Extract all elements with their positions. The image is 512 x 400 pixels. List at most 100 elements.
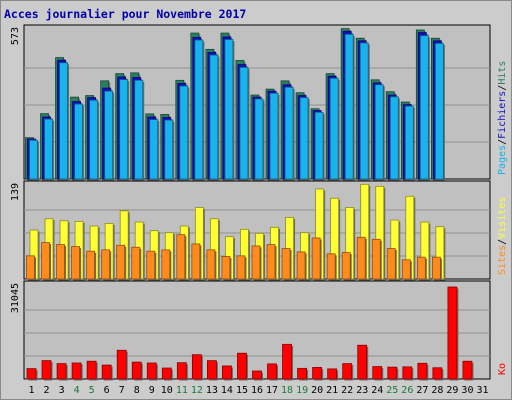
bar-ko-8 [131,361,143,381]
bar-body [359,42,369,180]
bar-body [119,79,129,180]
bar-body [26,255,35,280]
x-tick-label-6: 6 [104,385,110,396]
bar-body [356,236,366,280]
x-tick-label-13: 13 [206,385,218,396]
bar-body [164,119,174,180]
bar-sites-26 [401,259,412,281]
bar-body [74,103,83,180]
x-tick-label-14: 14 [221,385,233,396]
bar-body [191,243,201,280]
bar-body [149,119,159,180]
bar-pages-11 [179,85,190,181]
bar-body [252,370,262,380]
bar-pages-6 [104,90,115,181]
bar-ko-6 [101,364,113,381]
x-tick-label-31: 31 [476,385,488,396]
bar-body [161,367,172,380]
x-tick-label-5: 5 [89,385,95,396]
bar-ko-22 [342,363,354,381]
bar-body [56,363,67,380]
bar-body [251,245,261,280]
bar-pages-3 [59,62,70,181]
bar-sites-7 [116,244,127,281]
bar-body [389,96,399,180]
bar-body [146,250,156,280]
bar-pages-26 [404,105,415,181]
x-tick-label-26: 26 [401,385,413,396]
legend-separator: / [497,239,508,245]
bar-sites-22 [341,252,352,281]
y-max-label: 573 [10,27,21,45]
bar-sites-14 [221,256,232,281]
bar-sites-17 [266,244,277,281]
x-tick-label-20: 20 [311,385,323,396]
bar-body [402,366,413,380]
bar-pages-9 [149,119,160,181]
bar-body [341,252,351,280]
x-tick-label-18: 18 [281,385,293,396]
bar-ko-5 [86,360,98,381]
bar-sites-24 [371,238,382,281]
bar-body [206,249,216,280]
bar-body [41,360,52,380]
right-legend-traffic: Pages/Fichiers/Hits [497,61,508,175]
legend-separator: / [497,85,508,91]
bar-body [176,362,187,380]
x-tick-label-10: 10 [161,385,173,396]
legend-separator: / [497,139,508,145]
bar-body [266,244,276,280]
bar-pages-7 [119,79,130,181]
bar-body [434,42,444,180]
bar-body [372,366,383,380]
bar-body [44,118,53,180]
bar-pages-25 [389,96,400,181]
bars-visits [26,183,446,281]
bar-body [269,92,279,180]
bar-pages-15 [239,67,250,181]
bar-pages-8 [134,79,145,181]
bar-body [239,67,249,180]
bar-body [71,362,82,380]
bar-body [236,255,246,280]
bar-ko-29 [447,286,459,381]
y-max-label: 31045 [10,283,21,313]
chart-panels: 573Pages/Fichiers/Hits139Sites/Visites31… [10,24,508,381]
bar-body [254,98,264,180]
bar-body [134,79,144,180]
bar-body [59,62,68,180]
x-tick-label-16: 16 [251,385,263,396]
bar-sites-11 [176,234,187,281]
bar-body [326,253,336,280]
bar-body [116,349,127,380]
x-tick-label-1: 1 [29,385,35,396]
bar-body [146,362,157,380]
bar-ko-25 [387,366,399,381]
x-tick-label-4: 4 [74,385,80,396]
right-legend-text: Sites/Visites [497,197,508,275]
bar-body [431,256,441,280]
bar-body [386,248,396,280]
bar-pages-27 [419,35,430,181]
bar-sites-20 [311,237,322,281]
bar-body [447,286,458,380]
bar-pages-28 [434,42,445,181]
bar-body [297,367,307,380]
bar-body [357,344,368,380]
x-tick-label-23: 23 [356,385,368,396]
x-tick-label-29: 29 [446,385,458,396]
bar-body [237,352,247,380]
bar-body [281,248,291,280]
x-tick-label-15: 15 [236,385,248,396]
bars-traffic [25,28,445,181]
bar-pages-24 [374,84,385,181]
bar-body [267,363,277,380]
bar-ko-26 [402,366,414,381]
bar-sites-23 [356,236,367,281]
bar-sites-9 [146,250,157,281]
bar-body [86,250,96,280]
bar-pages-10 [164,119,175,181]
x-tick-label-27: 27 [416,385,428,396]
bar-ko-10 [161,367,173,381]
